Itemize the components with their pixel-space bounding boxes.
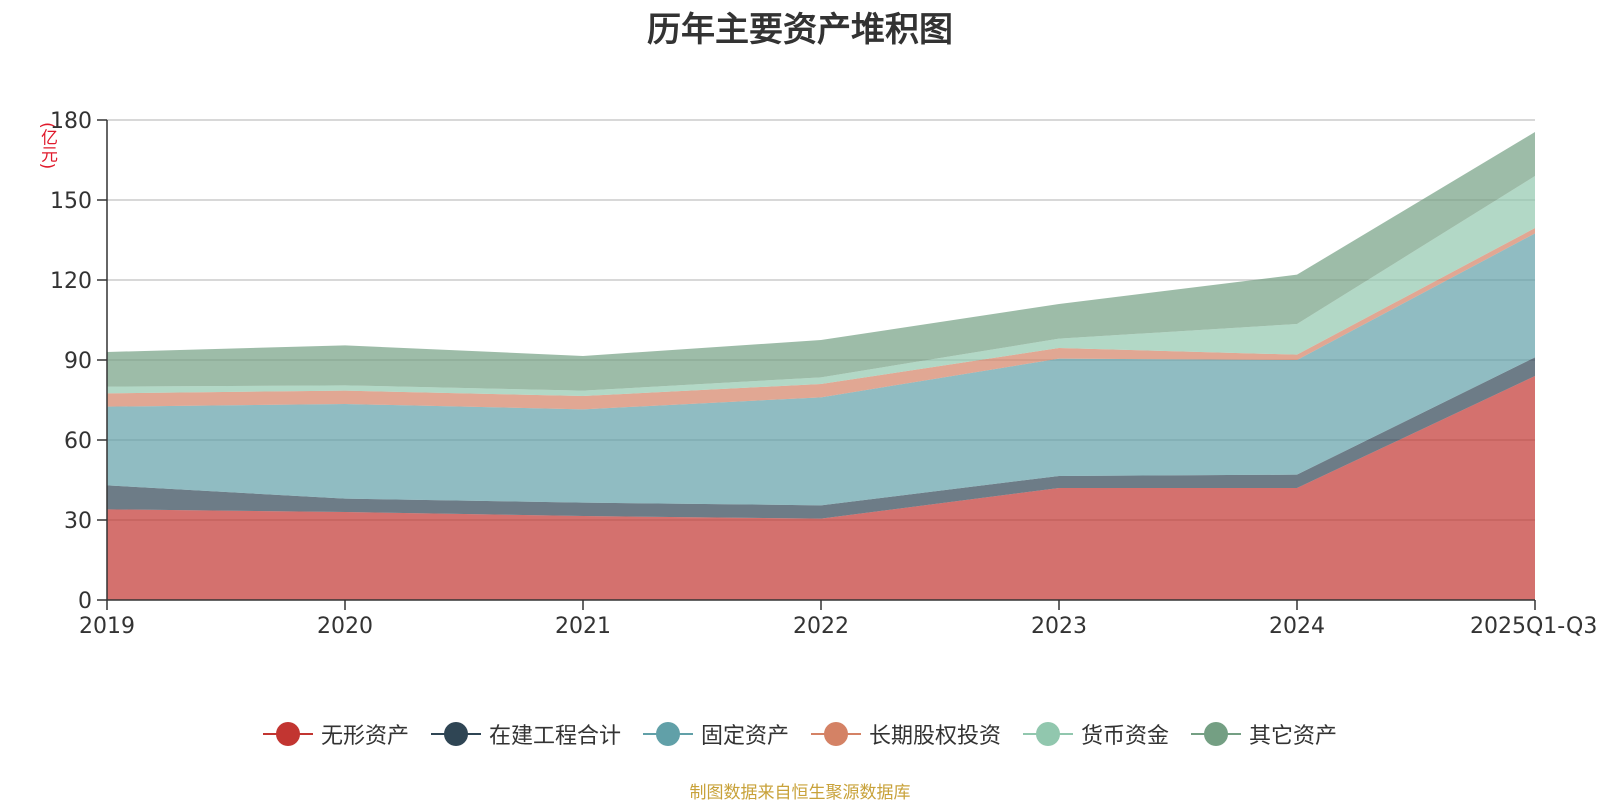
x-tick-label: 2025Q1-Q3: [1470, 614, 1597, 639]
y-tick-label: 0: [78, 589, 92, 614]
legend-item[interactable]: 其它资产: [1191, 718, 1337, 750]
legend-marker-icon: [642, 722, 693, 746]
legend-marker-icon: [1023, 722, 1074, 746]
legend-item[interactable]: 长期股权投资: [811, 718, 1001, 750]
data-source-note: 制图数据来自恒生聚源数据库: [689, 783, 911, 803]
legend-label: 无形资产: [320, 724, 409, 749]
y-tick-label: 60: [64, 429, 92, 454]
axes: 0 30 60 90 120 150 180 2019 2020 2021 2022 2023 2024…: [50, 109, 1597, 639]
legend-item[interactable]: 在建工程合计: [430, 718, 621, 750]
y-axis-unit-label: (亿元): [37, 122, 57, 170]
y-tick-label: 120: [50, 269, 92, 294]
legend-label: 固定资产: [700, 724, 789, 749]
x-tick-label: 2021: [555, 614, 611, 639]
x-tick-label: 2024: [1269, 614, 1325, 639]
x-tick-label: 2019: [79, 614, 135, 639]
legend-item[interactable]: 无形资产: [262, 718, 409, 750]
area-series-5: [107, 132, 1535, 391]
area-series-0: [107, 376, 1535, 600]
y-tick-label: 30: [64, 509, 92, 534]
legend-label: 长期股权投资: [869, 724, 1002, 749]
area-series: [107, 132, 1535, 600]
x-tick-label: 2020: [317, 614, 373, 639]
legend-marker-icon: [262, 722, 313, 746]
y-tick-label: 90: [64, 349, 92, 374]
legend-marker-icon: [1191, 722, 1242, 746]
legend-item[interactable]: 货币资金: [1023, 718, 1169, 750]
x-tick-label: 2022: [793, 614, 849, 639]
legend-label: 货币资金: [1081, 724, 1170, 749]
legend-marker-icon: [811, 722, 861, 746]
y-tick-label: 150: [50, 189, 92, 214]
chart-title: 历年主要资产堆积图: [647, 10, 953, 50]
legend-item[interactable]: 固定资产: [642, 718, 789, 750]
legend-label: 在建工程合计: [488, 724, 621, 749]
area-series-1: [107, 357, 1535, 519]
x-tick-label: 2023: [1031, 614, 1087, 639]
legend-marker-icon: [430, 722, 481, 746]
legend: 无形资产 在建工程合计 固定资产 长期股权投资 货币资金 其它资产: [0, 718, 1600, 750]
area-series-4: [107, 176, 1535, 396]
y-tick-label: 180: [50, 109, 92, 134]
legend-label: 其它资产: [1249, 724, 1338, 749]
area-series-2: [107, 233, 1535, 506]
